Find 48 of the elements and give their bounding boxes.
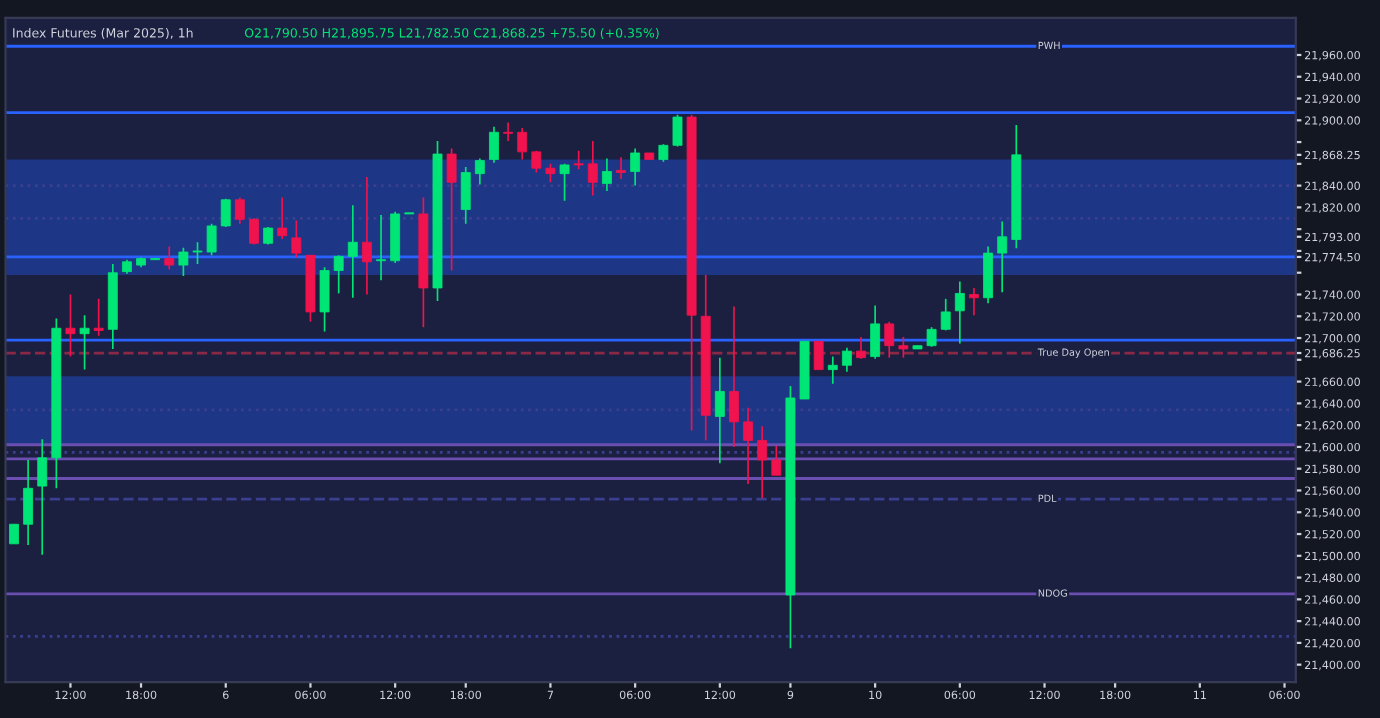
candlestick <box>474 157 485 186</box>
candlestick <box>714 356 725 465</box>
candlestick <box>743 406 754 485</box>
candlestick <box>969 287 979 317</box>
candlestick <box>729 305 739 448</box>
candlestick <box>587 140 598 197</box>
candlestick <box>376 214 386 282</box>
candlestick <box>347 204 358 299</box>
candlestick <box>573 149 584 171</box>
candlestick <box>79 314 90 371</box>
candlestick <box>813 340 824 371</box>
candlestick <box>771 445 782 477</box>
candlestick <box>940 298 951 332</box>
candlestick <box>361 176 372 296</box>
candlestick <box>503 121 514 142</box>
candlestick <box>277 196 288 240</box>
candlestick <box>545 163 556 184</box>
candlestick <box>65 293 76 358</box>
candlestick <box>489 125 499 164</box>
candlestick <box>559 163 570 202</box>
candlestick <box>517 127 528 161</box>
candlestick <box>220 197 231 228</box>
candlestick <box>9 523 19 545</box>
candlestick <box>249 217 259 246</box>
candlestick <box>827 355 838 385</box>
candlestick <box>601 157 612 192</box>
candlestick <box>446 147 457 272</box>
candlestick <box>164 245 175 271</box>
candlestick <box>93 298 104 337</box>
candlestick <box>954 280 965 345</box>
candlestick <box>898 336 909 359</box>
candlestick <box>319 266 330 333</box>
candlestick <box>870 304 881 360</box>
candlestick <box>23 459 34 546</box>
candlestick <box>856 336 866 360</box>
candlestick <box>234 196 245 225</box>
candlestick <box>630 147 641 187</box>
candlestick <box>291 219 302 259</box>
candlestick <box>997 220 1008 294</box>
candlestick <box>333 254 344 295</box>
candlestick <box>616 156 626 180</box>
candlestick <box>884 320 895 359</box>
candlestick <box>37 438 48 556</box>
candlestick <box>390 210 401 264</box>
candlestick <box>460 166 471 225</box>
candlestick <box>757 425 768 499</box>
candlestick <box>983 245 994 305</box>
candlestick <box>841 347 852 373</box>
